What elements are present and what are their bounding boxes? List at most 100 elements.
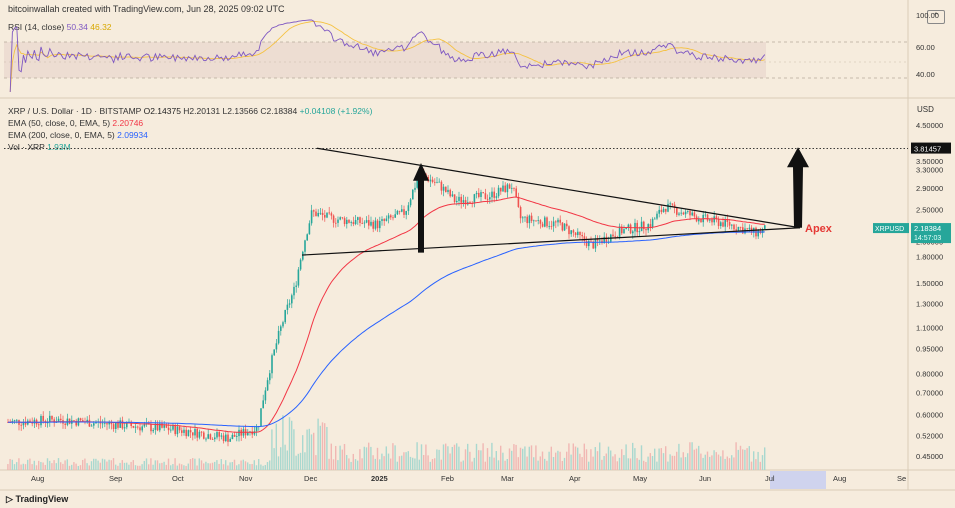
volume-bar: [592, 456, 594, 470]
volume-bar: [209, 463, 211, 470]
candle-body: [310, 210, 313, 224]
volume-bar: [319, 425, 321, 470]
volume-bar: [150, 458, 152, 470]
candle-body: [473, 194, 476, 204]
volume-bar: [431, 459, 434, 470]
candle-body: [390, 215, 392, 218]
volume-bar: [559, 451, 561, 470]
volume-bar: [106, 461, 108, 470]
candle-body: [214, 437, 216, 440]
volume-bar: [669, 454, 671, 470]
triangle-lower-trendline: [301, 227, 801, 256]
candle-body: [374, 220, 377, 229]
candle-body: [546, 217, 548, 227]
collapse-pane-icon[interactable]: ⌃: [927, 10, 945, 24]
volume-bar: [335, 445, 337, 470]
candle-body: [577, 231, 579, 236]
volume-bar: [304, 452, 306, 470]
price-tick-label: 0.95000: [916, 345, 943, 354]
candle-body: [460, 196, 462, 203]
volume-bar: [440, 459, 442, 470]
candle-body: [434, 181, 436, 183]
volume-bar: [658, 448, 660, 470]
volume-bar: [462, 460, 464, 470]
volume-bar: [614, 454, 616, 470]
volume-bar: [317, 418, 319, 470]
candle-body: [205, 438, 207, 440]
volume-bar: [555, 452, 557, 470]
price-tick-label: 2.50000: [916, 205, 943, 214]
candle-body: [313, 210, 315, 212]
volume-bar: [117, 465, 119, 470]
volume-bar: [486, 448, 489, 470]
candle-body: [152, 429, 154, 432]
volume-bar: [625, 444, 627, 470]
candles: [7, 168, 766, 447]
volume-bar: [266, 462, 269, 470]
volume-bar: [627, 458, 629, 470]
volume-bar: [306, 429, 308, 470]
volume-bar: [640, 445, 643, 470]
volume-bar: [731, 455, 733, 470]
candle-body: [596, 238, 599, 241]
author-name: bitcoinwallah: [8, 4, 60, 14]
volume-bar: [57, 458, 60, 470]
candle-body: [614, 236, 616, 238]
candle-body: [24, 422, 27, 425]
volume-bar: [123, 462, 126, 470]
volume-bar: [143, 460, 145, 470]
candle-body: [590, 240, 592, 242]
volume-bar: [563, 457, 566, 470]
candle-body: [669, 203, 671, 205]
candle-body: [341, 217, 344, 219]
volume-bar: [324, 423, 326, 470]
measure-arrow-icon: [413, 163, 429, 253]
candle-body: [726, 218, 729, 223]
price-tick-label: 1.10000: [916, 323, 943, 332]
candle-body: [429, 179, 432, 182]
candle-body: [643, 221, 645, 230]
candle-body: [335, 222, 337, 224]
candle-body: [343, 218, 346, 225]
volume-bar: [711, 455, 713, 470]
candle-body: [506, 184, 509, 193]
candle-body: [238, 429, 240, 437]
main-legend: XRP / U.S. Dollar · 1D · BITSTAMP O2.143…: [8, 105, 372, 153]
candle-body: [684, 211, 687, 215]
volume-bar: [75, 463, 77, 470]
volume-bar: [68, 465, 71, 470]
candle-body: [346, 219, 348, 225]
volume-bar: [588, 461, 590, 470]
candle-body: [357, 217, 359, 220]
volume-bar: [548, 451, 550, 470]
candle-body: [387, 215, 390, 219]
candle-body: [282, 322, 284, 327]
candle-body: [95, 422, 97, 424]
volume-bar: [128, 464, 130, 470]
candle-body: [709, 219, 711, 221]
volume-bar: [84, 458, 86, 470]
candle-body: [559, 219, 561, 223]
rsi-legend: RSI (14, close) 50.34 46.32: [8, 22, 112, 32]
volume-bar: [599, 442, 601, 470]
candle-body: [678, 213, 680, 215]
candle-body: [456, 200, 458, 203]
rsi-tick-label: 40.00: [916, 70, 935, 79]
volume-bar: [379, 459, 381, 470]
volume-bar: [739, 445, 742, 470]
ohlc-high: H2.20131: [183, 106, 221, 116]
candle-body: [13, 420, 16, 421]
volume-bar: [634, 448, 636, 470]
rsi-line: [9, 19, 766, 93]
volume-bar: [438, 449, 440, 470]
volume-bar: [691, 442, 693, 470]
candle-body: [550, 225, 553, 227]
candle-body: [401, 209, 403, 212]
volume-bar: [453, 444, 456, 470]
volume-bar: [170, 465, 172, 470]
candle-body: [269, 373, 271, 381]
candle-body: [64, 423, 66, 425]
candle-body: [203, 432, 205, 439]
volume-bar: [51, 463, 53, 470]
